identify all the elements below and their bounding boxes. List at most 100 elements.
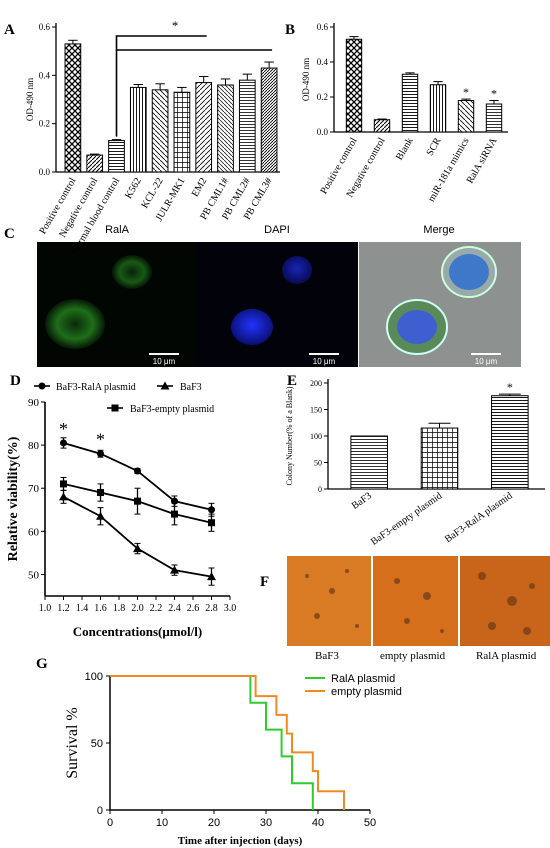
A-bar — [173, 91, 191, 173]
D-point-square — [208, 519, 215, 527]
B-y-tick-label: 0.0 — [317, 127, 329, 137]
A-bar — [260, 67, 278, 173]
E-y-tick-label: 150 — [310, 406, 322, 415]
D-y-axis-label: Relative viability(%) — [6, 436, 21, 561]
D-star: * — [96, 430, 105, 450]
G-legend-label: empty plasmid — [331, 686, 402, 698]
colony-label-baf3: BaF3 — [315, 650, 339, 662]
micro-dapi: 10 μm — [197, 242, 358, 367]
D-x-tick-label: 2.8 — [205, 603, 218, 614]
D-x-tick-label: 2.4 — [168, 603, 181, 614]
B-bar — [373, 119, 391, 133]
G-x-tick-label: 40 — [312, 817, 324, 829]
D-legend-label: BaF3-RalA plasmid — [56, 382, 136, 393]
B-category-label: Blank — [394, 136, 415, 162]
micro-merge: 10 μm — [359, 242, 521, 367]
B-bar — [345, 38, 363, 133]
E-category-label: BaF3-RalA plasmid — [443, 490, 515, 545]
colony-images — [287, 556, 550, 646]
B-y-tick-label: 0.2 — [317, 92, 328, 102]
D-x-tick-label: 2.2 — [150, 603, 163, 614]
D-legend-marker — [38, 382, 46, 390]
E-y-tick-label: 200 — [310, 379, 322, 388]
panel-letter-e: E — [287, 373, 298, 389]
A-y-tick-label: 0.2 — [39, 119, 50, 129]
panel-letter-d: D — [10, 373, 21, 389]
E-y-tick-label: 50 — [314, 459, 322, 468]
micro-rala-image: 10 μm — [45, 255, 179, 366]
A-bar — [217, 84, 234, 173]
G-x-tick-label: 30 — [260, 817, 272, 829]
D-x-tick-label: 1.4 — [76, 603, 89, 614]
E-y-tick-label: 0 — [318, 485, 322, 494]
D-point-circle — [97, 450, 104, 458]
panel-letter-c: C — [4, 226, 15, 242]
A-significance-bracket — [115, 35, 207, 137]
D-point-triangle — [133, 544, 142, 553]
micro-dapi-image: 10 μm — [231, 256, 339, 366]
colony-label-rala: RalA plasmid — [476, 650, 537, 662]
A-significance-star: * — [172, 18, 179, 33]
D-point-triangle — [207, 572, 216, 581]
D-x-tick-label: 1.8 — [113, 603, 126, 614]
panel-letter-b: B — [285, 22, 296, 38]
A-y-tick-label: 0.0 — [39, 167, 51, 177]
A-bar — [64, 43, 82, 173]
D-legend-label: BaF3 — [180, 382, 202, 393]
G-x-tick-label: 50 — [364, 817, 376, 829]
D-y-tick-label: 50 — [28, 569, 40, 581]
A-bar — [129, 86, 147, 173]
A-y-tick-label: 0.6 — [39, 22, 51, 32]
A-y-tick-label: 0.4 — [39, 70, 51, 80]
G-y-tick-label: 100 — [85, 671, 103, 683]
D-y-tick-label: 80 — [28, 440, 40, 452]
B-bar — [485, 103, 503, 133]
panel-letter-a: A — [4, 22, 15, 38]
G-y-tick-label: 0 — [97, 805, 103, 817]
B-bar — [429, 84, 447, 133]
micro-title-dapi: DAPI — [264, 224, 290, 236]
G-y-tick-label: 50 — [91, 738, 103, 750]
G-legend-label: RalA plasmid — [331, 673, 395, 685]
D-x-tick-label: 1.6 — [94, 603, 107, 614]
micro-title-rala: RalA — [105, 224, 129, 236]
D-x-tick-label: 2.6 — [187, 603, 200, 614]
panel-letter-f: F — [260, 574, 270, 590]
colony-label-empty: empty plasmid — [380, 650, 446, 662]
A-bar — [238, 79, 256, 173]
micro-merge-image: 10 μm — [386, 246, 501, 366]
D-legend-marker — [111, 404, 119, 412]
G-y-axis-label: Survival % — [64, 707, 81, 779]
D-point-square — [134, 497, 141, 505]
scale-bar-label: 10 μm — [313, 357, 336, 366]
D-point-square — [171, 510, 178, 518]
E-y-tick-label: 100 — [310, 432, 322, 441]
A-y-axis-label: OD-490 nm — [25, 78, 35, 121]
E-category-label: BaF3 — [350, 490, 374, 511]
E-category-label: BaF3-empty plasmid — [369, 490, 444, 547]
D-legend-marker — [160, 381, 170, 390]
A-bar — [195, 82, 213, 173]
panel-letter-g: G — [36, 656, 48, 672]
B-y-tick-label: 0.4 — [317, 57, 329, 67]
E-star: * — [507, 380, 513, 394]
B-y-axis-label: OD-490 nm — [301, 58, 311, 101]
G-x-tick-label: 10 — [156, 817, 168, 829]
A-category-label: EM2 — [190, 176, 210, 199]
D-point-circle — [134, 467, 141, 475]
E-bar — [350, 435, 388, 490]
A-bar — [86, 154, 104, 173]
micro-rala: 10 μm — [37, 242, 197, 367]
D-point-square — [60, 480, 67, 488]
G-series-line — [110, 675, 345, 810]
A-category-label: K562 — [123, 176, 144, 201]
D-point-triangle — [59, 492, 68, 501]
scale-bar-label: 10 μm — [153, 357, 176, 366]
D-y-tick-label: 70 — [28, 483, 40, 495]
D-x-tick-label: 3.0 — [224, 603, 237, 614]
D-x-tick-label: 1.2 — [57, 603, 70, 614]
B-star: * — [463, 85, 469, 99]
E-y-axis-label: Colony Number(% of a Blank) — [285, 386, 294, 485]
micro-title-merge: Merge — [423, 224, 455, 236]
